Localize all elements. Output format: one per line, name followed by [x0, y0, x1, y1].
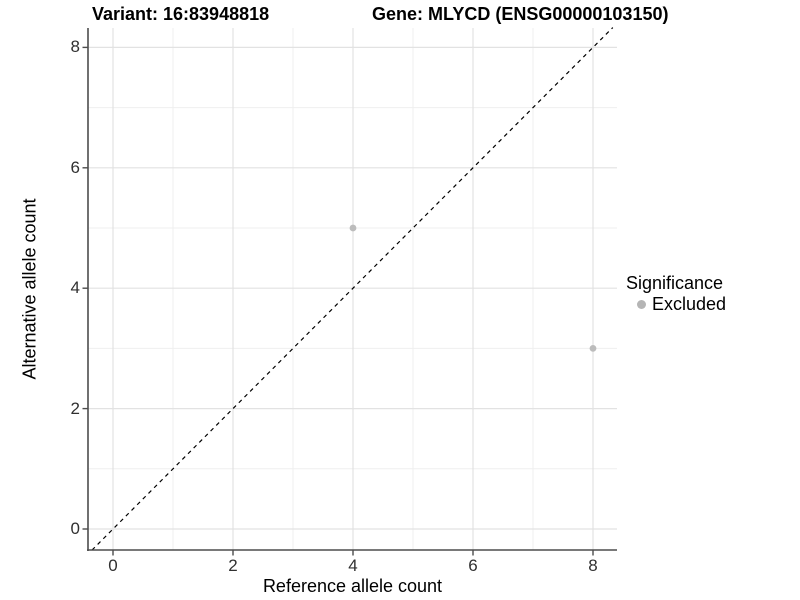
x-axis-title: Reference allele count	[262, 576, 443, 596]
legend-point-icon	[637, 300, 646, 309]
legend-item-label: Excluded	[652, 294, 727, 314]
y-tick-label: 6	[70, 157, 80, 177]
y-tick-label: 8	[70, 37, 80, 57]
legend-title: Significance	[626, 273, 724, 293]
plot-title-variant: Variant: 16:83948818	[92, 4, 270, 24]
plot-title-gene: Gene: MLYCD (ENSG00000103150)	[372, 4, 669, 24]
legend: Significance Excluded	[626, 273, 726, 315]
identity-line	[91, 27, 614, 551]
x-tick-label: 6	[468, 556, 478, 575]
data-point	[349, 224, 357, 232]
y-tick-label: 4	[70, 278, 80, 298]
x-tick-label: 2	[228, 556, 238, 575]
x-tick-label: 4	[348, 556, 358, 575]
y-tick-label: 2	[70, 398, 80, 418]
y-axis-title: Alternative allele count	[19, 198, 40, 380]
y-tick-label: 0	[70, 519, 80, 538]
data-point	[589, 345, 597, 352]
legend-item-excluded: Excluded	[626, 294, 726, 315]
x-tick-label: 8	[588, 556, 598, 575]
x-tick-label: 0	[108, 556, 118, 575]
